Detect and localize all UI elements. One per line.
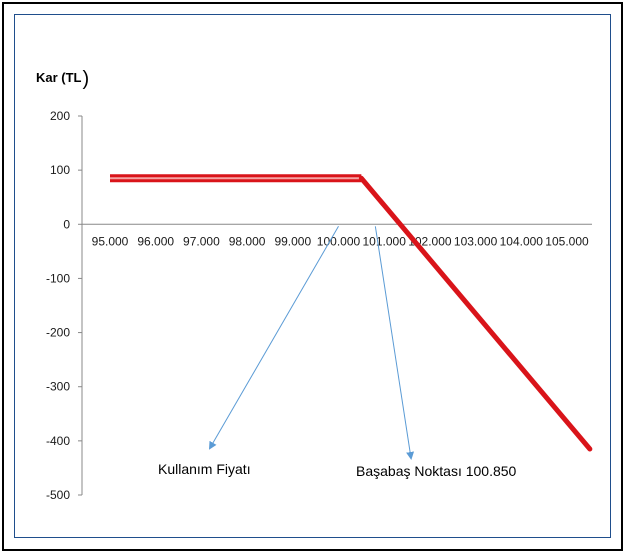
y-tick-label: -400 [46, 434, 70, 448]
x-tick-label: 104.000 [500, 234, 544, 248]
series-slope-segment [358, 175, 593, 452]
series-group [110, 174, 593, 452]
x-tick-label: 101.000 [363, 234, 407, 248]
x-tick-label: 103.000 [454, 234, 498, 248]
x-tick-label: 97.000 [183, 234, 220, 248]
annotation-label: Kullanım Fiyatı [158, 461, 251, 477]
annotation-label: Başabaş Noktası 100.850 [356, 463, 517, 479]
x-tick-label: 96.000 [137, 234, 174, 248]
y-axis-title: Kar (TL) [36, 68, 89, 90]
axes [78, 115, 592, 496]
annotation-arrow [208, 226, 339, 450]
y-tick-label: -200 [46, 326, 70, 340]
chart-frame [14, 14, 611, 538]
x-tick-label: 95.000 [92, 234, 129, 248]
y-tick-label: 200 [50, 109, 70, 123]
y-tick-label: 100 [50, 163, 70, 177]
y-tick-label: -300 [46, 380, 70, 394]
annotations: Kullanım Fiyatı Başabaş Noktası 100.850 [158, 226, 517, 479]
y-tick-label: -100 [46, 271, 70, 285]
x-tick-label: 99.000 [274, 234, 311, 248]
outer-frame [2, 2, 623, 551]
y-tick-label: 0 [63, 217, 70, 231]
x-tick-label: 98.000 [229, 234, 266, 248]
x-tick-labels: 95.000 96.000 97.000 98.000 99.000 100.000 101… [92, 234, 589, 248]
x-tick-label: 100.000 [317, 234, 361, 248]
x-tick-label: 105.000 [545, 234, 589, 248]
y-tick-label: -500 [46, 488, 70, 502]
y-tick-labels: 200 100 0 -100 -200 -300 -400 -500 [46, 109, 70, 502]
annotation-arrow [374, 226, 415, 460]
